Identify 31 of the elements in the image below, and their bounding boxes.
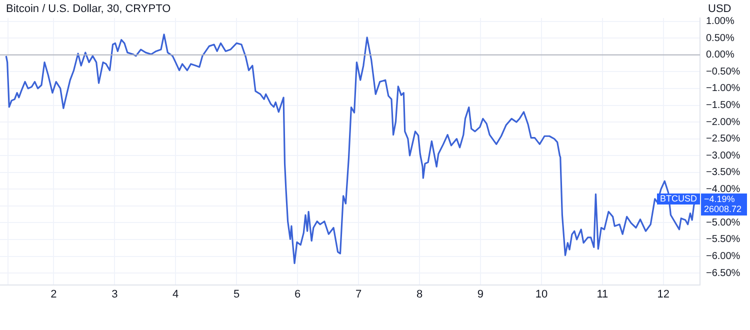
chart-title: Bitcoin / U.S. Dollar, 30, CRYPTO [6, 3, 172, 16]
y-tick-label: 0.00% [706, 50, 734, 61]
x-tick-label: 2 [50, 288, 57, 300]
x-tick-label: 10 [535, 288, 548, 300]
y-tick-label: −4.00% [706, 184, 740, 195]
y-tick-label: −6.50% [706, 268, 740, 279]
y-tick-label: −2.00% [706, 116, 740, 128]
y-tick-label: 1.00% [706, 16, 734, 28]
x-tick-label: 9 [477, 288, 484, 300]
y-tick-label: −3.00% [706, 150, 740, 162]
y-tick-label: −1.00% [706, 83, 740, 94]
x-tick-label: 8 [416, 288, 423, 300]
y-tick-label: −5.00% [706, 217, 740, 228]
y-tick-label: −3.50% [706, 167, 740, 178]
y-tick-label: −1.50% [706, 100, 740, 112]
y-tick-label: −0.50% [706, 66, 740, 78]
x-tick-label: 6 [294, 288, 301, 300]
y-axis-title: USD [708, 3, 732, 16]
y-tick-label: −6.00% [706, 251, 740, 262]
text: 26008.72 [704, 204, 742, 214]
x-tick-label: 5 [234, 288, 240, 300]
x-tick-label: 3 [112, 288, 118, 300]
x-tick-label: 12 [657, 288, 670, 300]
x-tick-label: 7 [355, 288, 362, 300]
annotation: BTCUSD [660, 194, 698, 204]
text: −4.19% [704, 194, 735, 204]
y-tick-label: −2.50% [706, 134, 740, 145]
x-tick-label: 4 [172, 288, 179, 300]
x-tick-label: 11 [596, 288, 608, 300]
y-tick-label: 0.50% [706, 32, 734, 44]
y-tick-label: −5.50% [706, 234, 740, 246]
